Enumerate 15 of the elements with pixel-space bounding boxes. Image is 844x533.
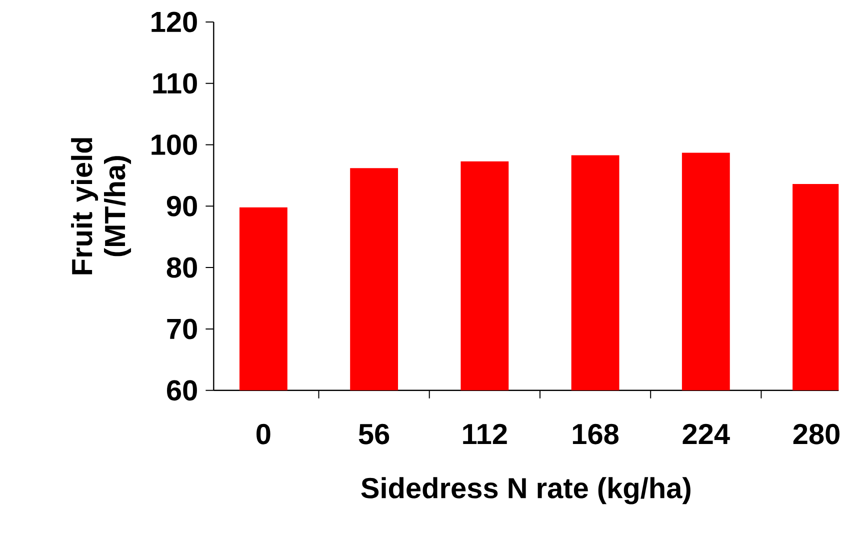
y-tick-label: 120 xyxy=(152,12,197,32)
y-tick-label: 80 xyxy=(166,257,197,278)
x-tick-label: 224 xyxy=(682,424,730,444)
y-tick-label: 60 xyxy=(167,380,197,401)
x-tick-label: 56 xyxy=(358,424,390,444)
x-tick-label: 168 xyxy=(572,424,619,444)
y-tick-label: 100 xyxy=(152,134,197,155)
x-axis-title: Sidedress N rate (kg/ha) xyxy=(361,477,690,504)
y-tick-label: 90 xyxy=(166,196,197,216)
x-tick-label: 280 xyxy=(793,424,840,444)
y-tick-label: 70 xyxy=(167,318,197,340)
y-tick-label: 110 xyxy=(153,73,197,94)
y-axis-title: Fruit yield (MT/ha) xyxy=(71,138,132,274)
x-tick-label: 112 xyxy=(463,424,507,444)
x-tick-label: 0 xyxy=(256,424,270,444)
